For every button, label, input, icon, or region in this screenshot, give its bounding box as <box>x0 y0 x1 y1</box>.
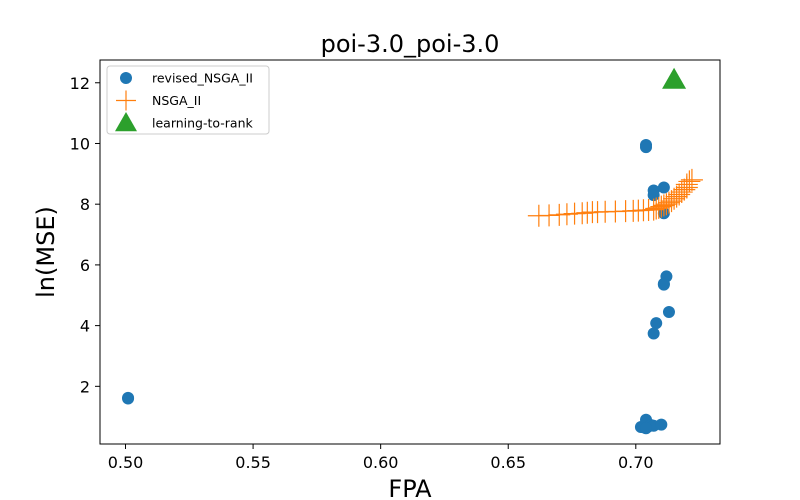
data-point <box>662 305 675 318</box>
x-tick-label: 0.60 <box>363 453 399 472</box>
data-point <box>657 181 670 194</box>
data-point <box>640 141 653 154</box>
data-point <box>680 168 703 191</box>
series-nsga-ii <box>527 168 703 227</box>
x-axis-label: FPA <box>388 475 432 500</box>
data-point <box>675 173 698 196</box>
y-tick-label: 12 <box>70 74 90 93</box>
y-tick-label: 10 <box>70 134 90 153</box>
y-axis-ticks: 2 4 6 8 10 12 <box>70 74 100 396</box>
data-point <box>538 204 561 227</box>
legend-entry: revised_NSGA_II <box>120 71 253 86</box>
legend-marker <box>120 72 132 84</box>
plot-area <box>122 67 703 435</box>
legend-label: revised_NSGA_II <box>152 71 253 86</box>
x-tick-label: 0.50 <box>108 453 144 472</box>
plot-frame <box>99 59 721 445</box>
y-tick-label: 2 <box>80 377 90 396</box>
y-tick-label: 6 <box>80 256 90 275</box>
data-point <box>650 317 663 330</box>
y-axis-label: ln(MSE) <box>32 206 60 298</box>
legend: revised_NSGA_II NSGA_II learning-to-rank <box>106 65 270 135</box>
x-tick-label: 0.70 <box>618 453 654 472</box>
legend-entry: NSGA_II <box>116 90 201 111</box>
data-point <box>571 202 594 225</box>
x-axis-ticks: 0.50 0.55 0.60 0.65 0.70 <box>108 444 654 472</box>
legend-label: learning-to-rank <box>152 116 254 131</box>
data-point <box>640 422 653 435</box>
legend-entry: learning-to-rank <box>115 112 254 132</box>
data-point <box>655 418 668 431</box>
data-point <box>657 278 670 291</box>
x-tick-label: 0.55 <box>235 453 271 472</box>
data-point <box>662 67 687 89</box>
series-revised-nsga-ii <box>122 138 675 435</box>
legend-box <box>106 65 270 135</box>
legend-marker <box>116 90 136 111</box>
legend-label: NSGA_II <box>152 93 201 108</box>
y-tick-label: 8 <box>80 195 90 214</box>
data-point <box>647 327 660 340</box>
legend-marker <box>115 112 137 132</box>
data-point <box>678 170 701 193</box>
chart-title: poi-3.0_poi-3.0 <box>321 30 500 58</box>
y-tick-label: 4 <box>80 317 90 336</box>
data-point <box>576 201 599 224</box>
data-point <box>122 392 135 405</box>
series-learning-to-rank <box>662 67 687 89</box>
x-tick-label: 0.65 <box>490 453 526 472</box>
